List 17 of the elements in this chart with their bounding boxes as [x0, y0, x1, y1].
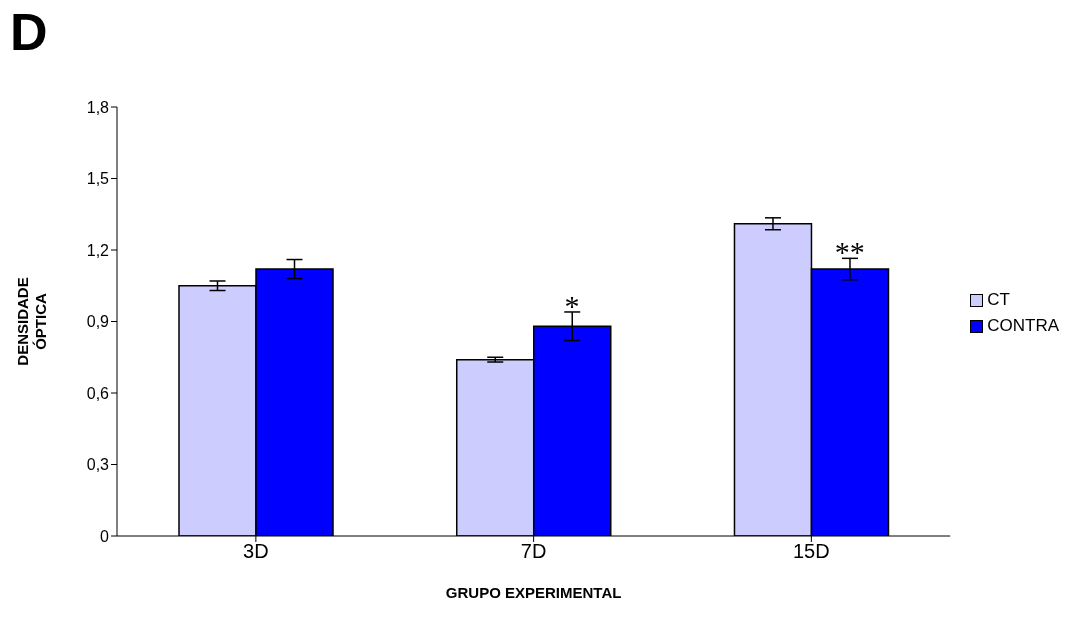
y-tick-label: 1,2	[86, 241, 110, 259]
y-tick-label: 0,6	[86, 384, 110, 402]
y-axis-title: DENSIDADE ÓPTICA	[14, 277, 49, 366]
annotation: *	[564, 288, 580, 322]
chart-title: D	[10, 2, 48, 62]
x-tick-label: 15D	[793, 540, 830, 563]
legend-label: CT	[987, 289, 1010, 311]
y-tick-label: 0,3	[86, 456, 110, 474]
annotation: **	[834, 235, 865, 269]
y-tick-label: 0	[100, 527, 110, 545]
x-tick-label: 3D	[243, 540, 269, 563]
y-tick-label: 1,8	[86, 98, 110, 116]
legend-label: CONTRA	[987, 315, 1059, 337]
x-tick-label: 7D	[520, 540, 547, 563]
y-tick-label: 1,5	[86, 170, 110, 188]
x-axis-title: GRUPO EXPERIMENTAL	[445, 584, 622, 601]
y-tick-label: 0,9	[86, 313, 110, 331]
